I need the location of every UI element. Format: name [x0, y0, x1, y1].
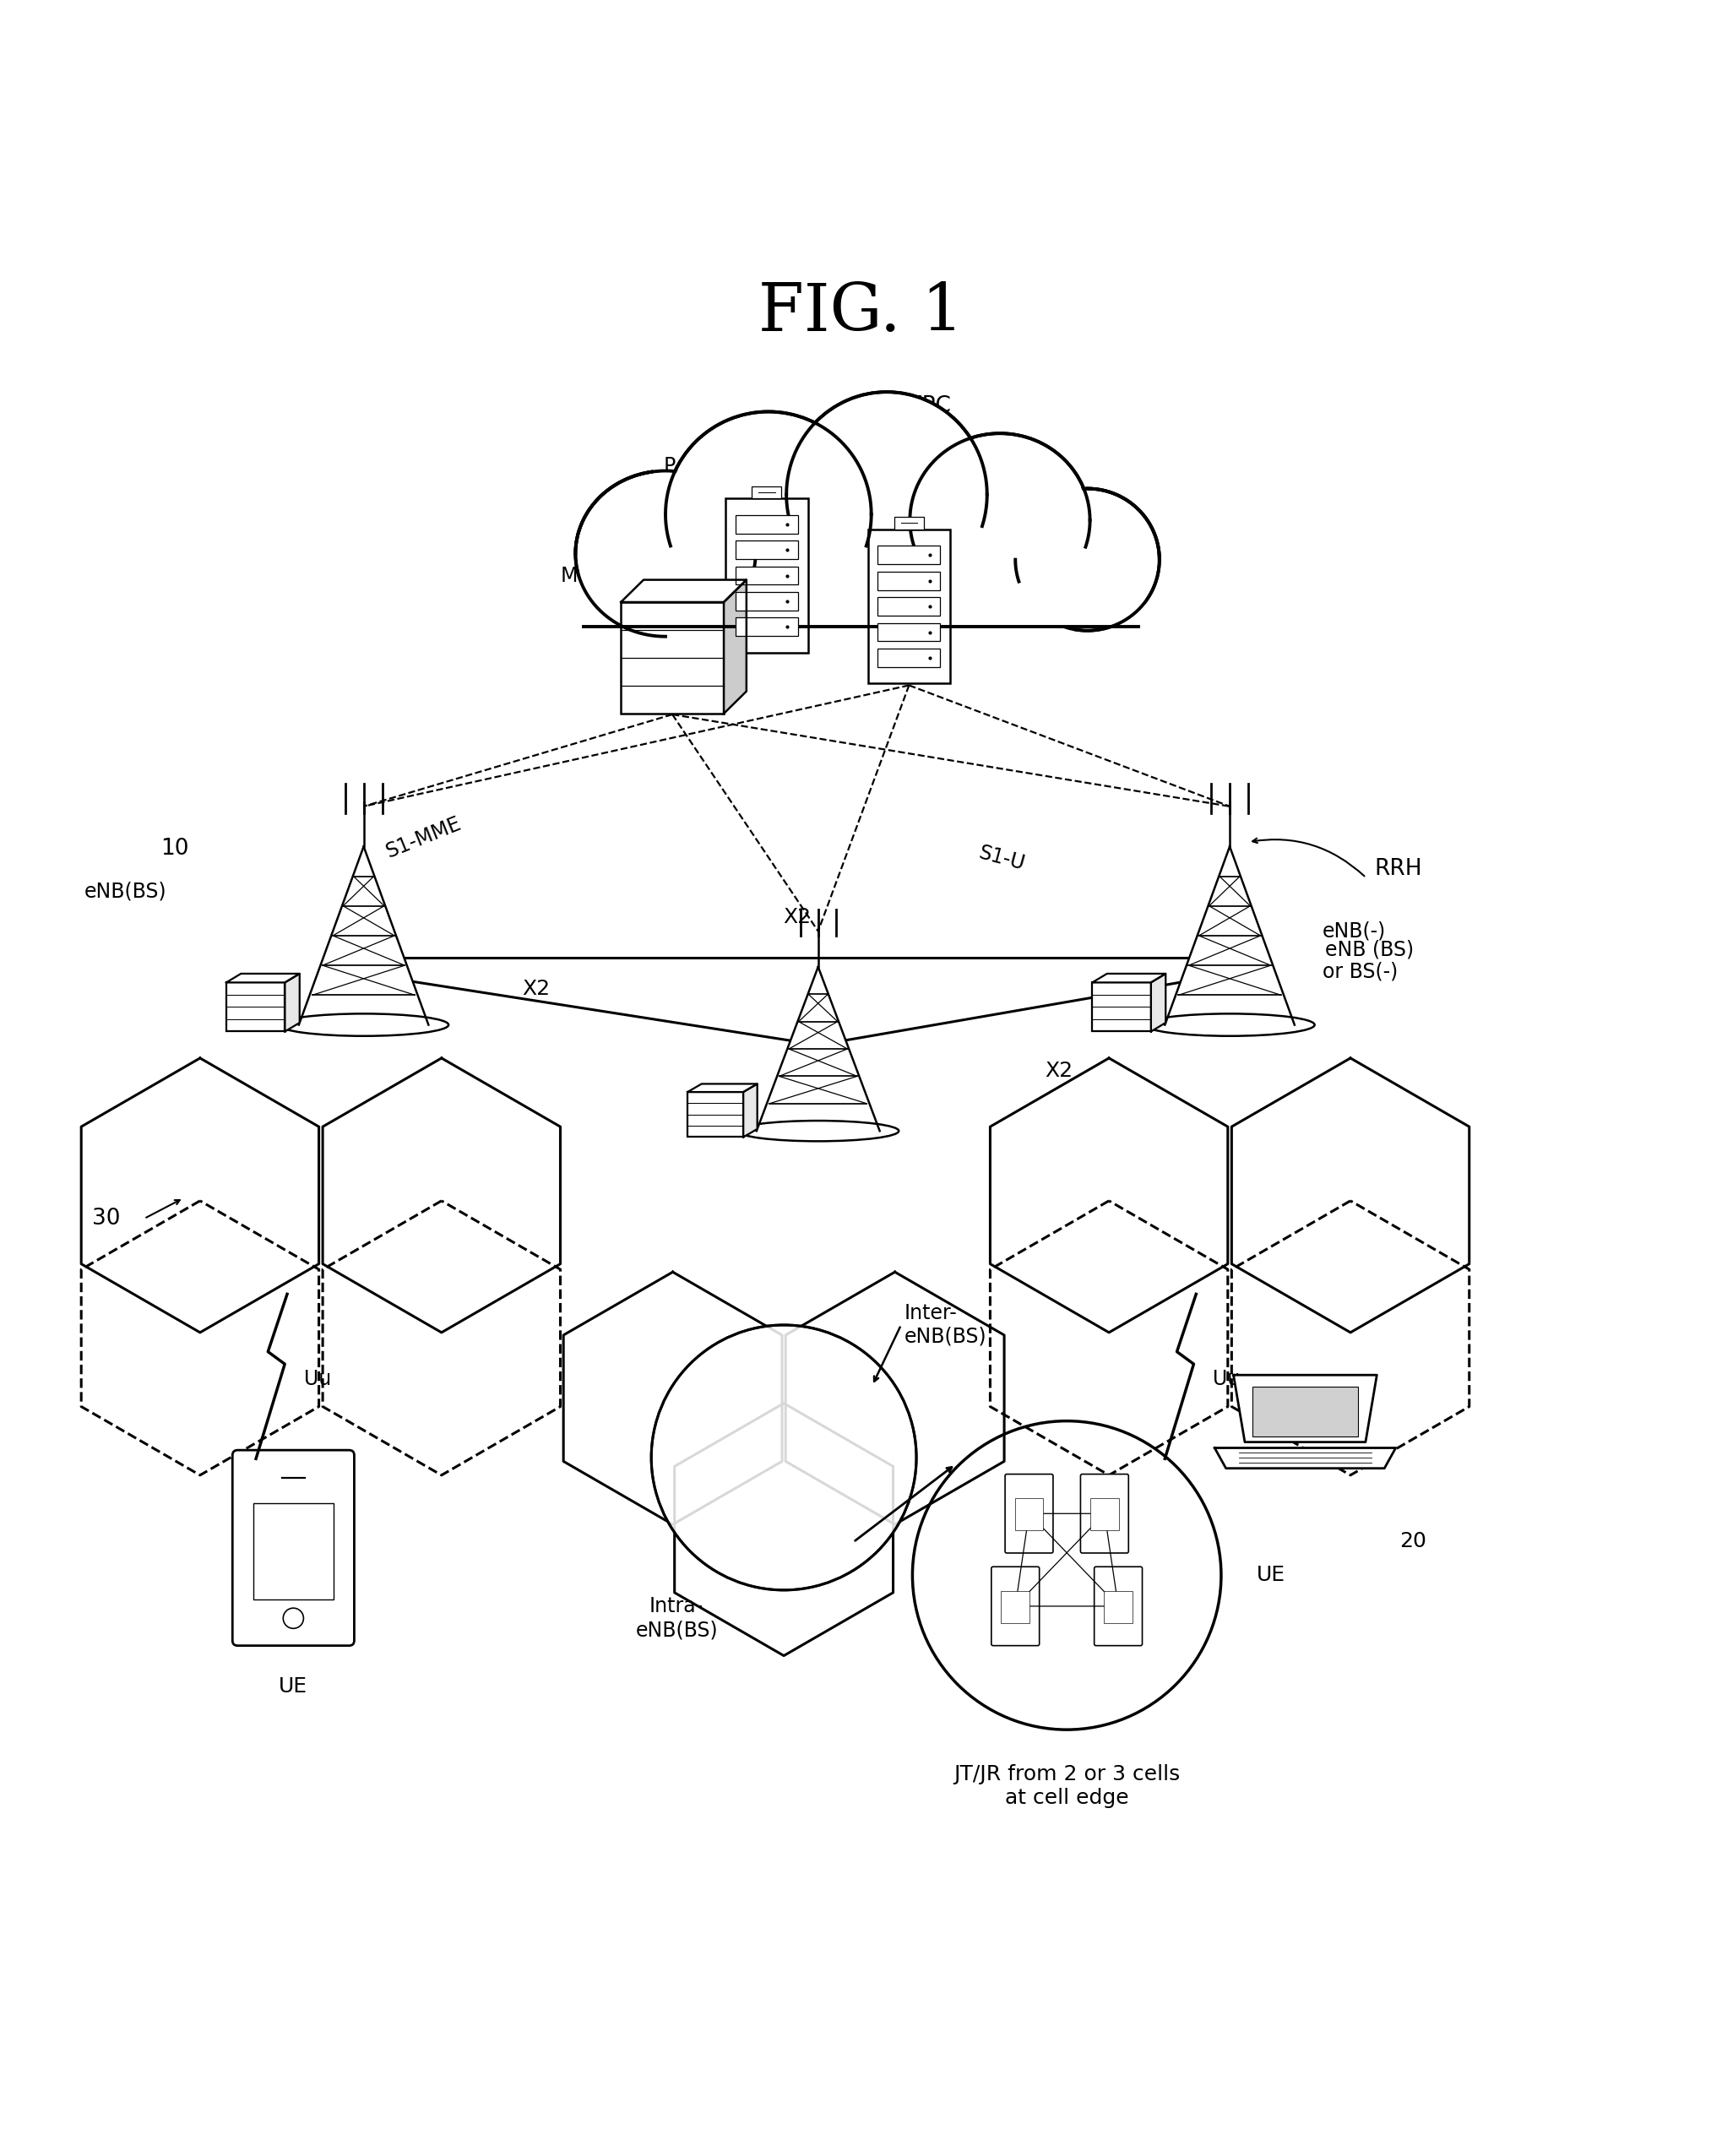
Bar	[735, 593, 797, 610]
Ellipse shape	[575, 470, 756, 636]
Ellipse shape	[665, 412, 871, 617]
Ellipse shape	[1016, 489, 1159, 630]
Text: eNB (BS): eNB (BS)	[1326, 940, 1414, 959]
Polygon shape	[990, 1201, 1228, 1475]
Bar	[753, 485, 782, 498]
Text: EPC: EPC	[907, 395, 951, 416]
Circle shape	[651, 1326, 916, 1591]
Ellipse shape	[913, 436, 1087, 604]
Text: JT/JR from 2 or 3 cells
at cell edge: JT/JR from 2 or 3 cells at cell edge	[954, 1764, 1180, 1807]
FancyBboxPatch shape	[1080, 1475, 1128, 1552]
Text: or BS(-): or BS(-)	[1322, 962, 1398, 981]
Bar	[868, 528, 951, 683]
Polygon shape	[1164, 847, 1295, 1024]
Text: X2: X2	[1045, 1061, 1073, 1080]
Polygon shape	[322, 1059, 560, 1332]
Ellipse shape	[787, 392, 987, 597]
Polygon shape	[322, 1201, 560, 1475]
Polygon shape	[81, 1201, 319, 1475]
Bar	[1000, 1591, 1030, 1623]
Polygon shape	[1231, 1201, 1469, 1475]
Bar	[725, 498, 808, 653]
Polygon shape	[563, 1272, 782, 1524]
Polygon shape	[622, 580, 746, 602]
Text: Uu: Uu	[1212, 1369, 1240, 1388]
Bar	[253, 1503, 334, 1600]
Bar	[878, 649, 940, 666]
FancyBboxPatch shape	[1006, 1475, 1054, 1552]
Polygon shape	[284, 975, 300, 1031]
Ellipse shape	[1018, 492, 1157, 627]
Polygon shape	[1231, 1059, 1469, 1332]
Text: S-GW: S-GW	[961, 487, 1016, 507]
Text: P-GW: P-GW	[665, 455, 718, 476]
Text: S1-MME: S1-MME	[382, 813, 465, 862]
Polygon shape	[1233, 1376, 1378, 1442]
Bar	[687, 1091, 744, 1136]
Polygon shape	[744, 1084, 758, 1136]
FancyBboxPatch shape	[992, 1567, 1040, 1645]
Text: S1-U: S1-U	[976, 843, 1026, 875]
Text: UE: UE	[1257, 1565, 1285, 1585]
Bar	[735, 567, 797, 584]
Text: UE: UE	[279, 1677, 308, 1697]
Bar	[878, 597, 940, 617]
Text: eNB(BS): eNB(BS)	[84, 882, 167, 901]
Text: FIG. 1: FIG. 1	[758, 280, 964, 345]
Text: X2: X2	[522, 979, 551, 998]
Bar	[878, 545, 940, 565]
Bar	[1090, 1498, 1119, 1531]
Bar	[1014, 1498, 1044, 1531]
Text: 20: 20	[1400, 1531, 1426, 1550]
Polygon shape	[1214, 1449, 1397, 1468]
Text: Intra-
eNB(BS): Intra- eNB(BS)	[635, 1595, 718, 1641]
Bar	[735, 541, 797, 558]
Ellipse shape	[789, 395, 985, 595]
Polygon shape	[226, 975, 300, 983]
Text: Inter-
eNB(BS): Inter- eNB(BS)	[904, 1302, 987, 1348]
Polygon shape	[675, 1404, 894, 1656]
Text: Uu: Uu	[303, 1369, 331, 1388]
Text: 10: 10	[160, 839, 189, 860]
Polygon shape	[990, 1059, 1228, 1332]
Polygon shape	[723, 580, 746, 714]
Text: X2: X2	[784, 908, 811, 927]
Bar	[1252, 1386, 1359, 1436]
Bar	[735, 619, 797, 636]
FancyBboxPatch shape	[232, 1451, 355, 1645]
Bar	[622, 602, 723, 714]
Text: MME: MME	[560, 565, 608, 586]
Bar	[878, 571, 940, 591]
Bar	[878, 623, 940, 640]
Ellipse shape	[668, 414, 868, 614]
Bar	[226, 983, 284, 1031]
Polygon shape	[81, 1059, 319, 1332]
Ellipse shape	[579, 474, 753, 634]
Polygon shape	[300, 847, 429, 1024]
Polygon shape	[687, 1084, 758, 1091]
Polygon shape	[785, 1272, 1004, 1524]
Bar	[735, 515, 797, 533]
Bar	[1092, 983, 1150, 1031]
Text: eNB(-): eNB(-)	[1322, 921, 1386, 942]
Bar	[894, 517, 923, 528]
Polygon shape	[1150, 975, 1166, 1031]
Text: RRH: RRH	[1374, 858, 1422, 880]
Text: 30: 30	[93, 1207, 121, 1229]
Polygon shape	[579, 543, 1143, 627]
Ellipse shape	[909, 433, 1090, 608]
FancyBboxPatch shape	[1093, 1567, 1142, 1645]
Polygon shape	[756, 966, 880, 1132]
Polygon shape	[579, 573, 1143, 627]
Bar	[1104, 1591, 1133, 1623]
Polygon shape	[1092, 975, 1166, 983]
